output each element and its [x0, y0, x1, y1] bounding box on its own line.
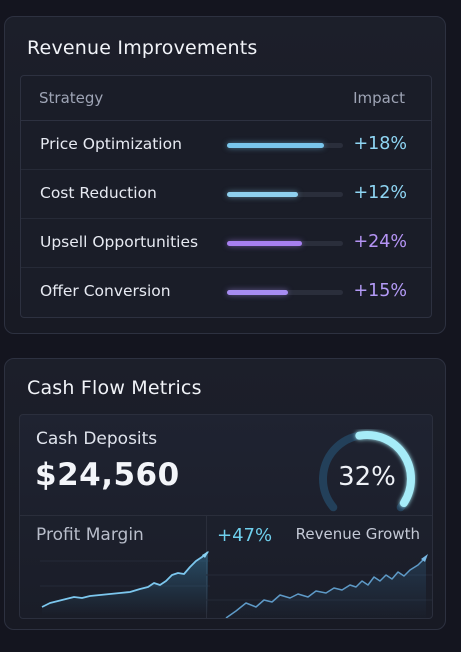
- gauge-percent: 32%: [338, 462, 396, 492]
- profit-margin-value: +47%: [217, 525, 273, 546]
- table-header: Strategy Impact: [21, 76, 431, 121]
- revenue-growth-sparkline: [206, 554, 432, 618]
- impact-value: +12%: [353, 183, 407, 203]
- impact-bar-track: [227, 143, 343, 148]
- table-row: Upsell Opportunities +24%: [21, 218, 431, 268]
- impact-bar-fill: [227, 290, 289, 295]
- cash-flow-metrics-title: Cash Flow Metrics: [27, 377, 202, 399]
- cash-deposits-value: $24,560: [35, 457, 180, 493]
- impact-value: +18%: [353, 134, 407, 154]
- impact-bar-fill: [227, 192, 298, 197]
- impact-bar-fill: [227, 143, 325, 148]
- panel-divider: [20, 515, 432, 516]
- cash-flow-metrics-card: Cash Flow Metrics Cash Deposits $24,560 …: [4, 358, 446, 630]
- revenue-growth-label: Revenue Growth: [295, 525, 420, 543]
- impact-bar-fill: [227, 241, 303, 246]
- profit-margin-label: Profit Margin: [36, 525, 144, 545]
- table-row: Offer Conversion +15%: [21, 267, 431, 316]
- strategy-label: Upsell Opportunities: [40, 233, 199, 251]
- cash-deposits-label: Cash Deposits: [36, 429, 158, 449]
- column-header-impact: Impact: [353, 89, 405, 107]
- gauge-fill: [355, 431, 415, 508]
- impact-value: +24%: [353, 232, 407, 252]
- strategy-label: Cost Reduction: [40, 184, 157, 202]
- revenue-improvements-title: Revenue Improvements: [27, 37, 258, 59]
- column-header-strategy: Strategy: [39, 89, 104, 107]
- strategy-label: Price Optimization: [40, 135, 182, 153]
- impact-bar-track: [227, 290, 343, 295]
- impact-bar-track: [227, 241, 343, 246]
- table-row: Cost Reduction +12%: [21, 169, 431, 219]
- cash-flow-panel: Cash Deposits $24,560 32%: [19, 414, 433, 619]
- deposit-gauge: [319, 431, 415, 512]
- profit-margin-sparkline: [40, 551, 210, 615]
- revenue-improvements-card: Revenue Improvements Strategy Impact Pri…: [4, 16, 446, 334]
- table-row: Price Optimization +18%: [21, 120, 431, 170]
- strategy-table: Strategy Impact Price Optimization +18% Co…: [20, 75, 432, 318]
- impact-bar-track: [227, 192, 343, 197]
- impact-value: +15%: [353, 281, 407, 301]
- strategy-label: Offer Conversion: [40, 282, 171, 300]
